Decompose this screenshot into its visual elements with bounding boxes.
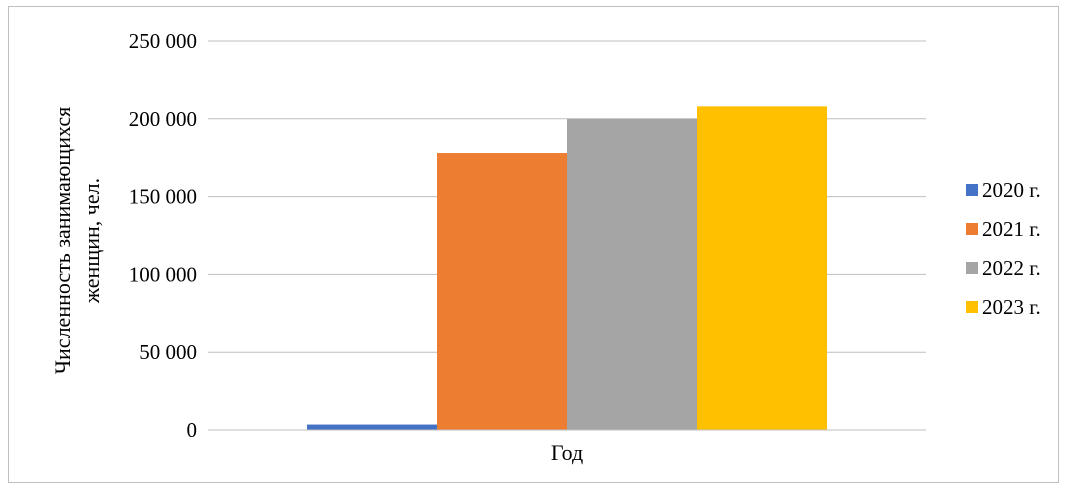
- bar: [567, 118, 697, 431]
- y-tick-label: 150 000: [129, 185, 197, 209]
- x-axis-title: Год: [551, 440, 583, 465]
- legend-swatch: [966, 223, 978, 235]
- y-tick-label: 100 000: [129, 262, 197, 286]
- y-tick-label: 200 000: [129, 107, 197, 131]
- legend-label: 2022 г.: [982, 256, 1041, 280]
- bar: [697, 106, 827, 431]
- legend: 2020 г. 2021 г. 2022 г. 2023 г.: [966, 178, 1041, 319]
- legend-swatch: [966, 301, 978, 313]
- y-tick-labels: 0 50 000 100 000 150 000 200 000 250 000: [129, 29, 197, 442]
- legend-label: 2020 г.: [982, 178, 1041, 202]
- y-tick-label: 250 000: [129, 29, 197, 53]
- y-tick-label: 0: [187, 418, 198, 442]
- y-axis-title-line-2: женщин, чел.: [79, 178, 104, 304]
- legend-swatch: [966, 184, 978, 196]
- y-axis-title-line-1: Численность занимающихся: [50, 107, 75, 375]
- legend-label: 2021 г.: [982, 217, 1041, 241]
- legend-label: 2023 г.: [982, 295, 1041, 319]
- bar: [307, 424, 437, 430]
- y-tick-label: 50 000: [139, 340, 197, 364]
- bars: [307, 106, 827, 431]
- legend-swatch: [966, 262, 978, 274]
- bar: [437, 153, 567, 431]
- y-axis-title: Численность занимающихся женщин, чел.: [50, 107, 104, 375]
